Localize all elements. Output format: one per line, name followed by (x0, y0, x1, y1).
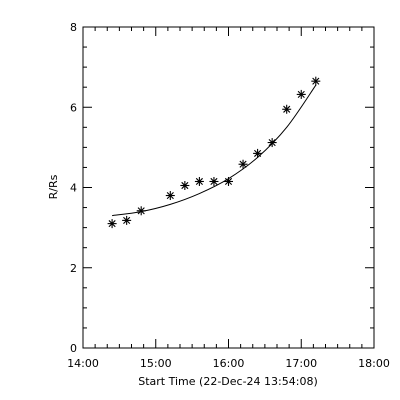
x-axis-label: Start Time (22-Dec-24 13:54:08) (138, 375, 318, 388)
x-tick-label: 14:00 (67, 357, 99, 370)
marker-stroke (283, 105, 291, 113)
data-point (296, 89, 306, 99)
data-point (253, 148, 263, 158)
x-axis: 14:00 15:00 16:00 17:00 18:00 (67, 27, 390, 370)
marker-stroke (268, 138, 276, 147)
x-tick-label: 16:00 (213, 357, 245, 370)
data-point (267, 138, 277, 148)
data-point (107, 219, 117, 229)
data-point (180, 180, 190, 190)
data-point (282, 104, 292, 114)
fit-curve (112, 84, 317, 217)
marker-stroke (239, 160, 247, 168)
x-tick-label: 17:00 (285, 357, 317, 370)
data-point (136, 206, 146, 216)
plot-frame (82, 26, 375, 349)
data-point (194, 176, 204, 186)
marker-stroke (108, 220, 116, 228)
x-tick-label: 15:00 (140, 357, 172, 370)
y-tick-label: 6 (70, 101, 77, 114)
marker-stroke (210, 177, 218, 186)
x-tick-label: 18:00 (358, 357, 390, 370)
y-axis-label: R/Rs (47, 174, 60, 199)
data-point (122, 215, 132, 225)
y-tick-label: 0 (70, 342, 77, 355)
y-tick-label: 2 (70, 262, 77, 275)
marker-stroke (312, 77, 320, 85)
y-tick-label: 4 (70, 182, 77, 195)
marker-stroke (297, 90, 305, 98)
marker-stroke (123, 216, 131, 224)
y-axis: 0 2 4 6 8 (70, 21, 374, 355)
data-point (311, 76, 321, 86)
marker-stroke (254, 149, 262, 157)
marker-stroke (137, 207, 145, 215)
marker-stroke (181, 181, 189, 190)
data-point (165, 191, 175, 201)
marker-stroke (224, 177, 233, 186)
data-point (224, 176, 233, 186)
data-markers (107, 76, 321, 229)
data-point (209, 176, 219, 186)
marker-stroke (166, 191, 174, 200)
y-tick-label: 8 (70, 21, 77, 34)
marker-stroke (195, 177, 203, 186)
data-point (238, 159, 248, 169)
